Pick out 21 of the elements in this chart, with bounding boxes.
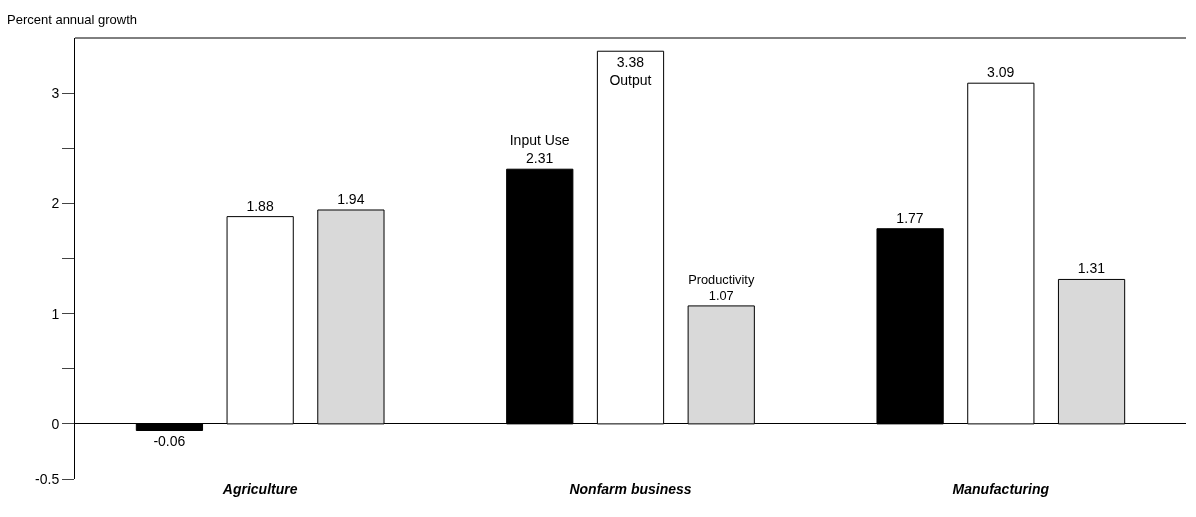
y-tick-label: 0 xyxy=(51,415,60,432)
x-tick-label: Agriculture xyxy=(221,481,298,497)
data-label: 3.09 xyxy=(987,64,1015,81)
data-label: 2.31 xyxy=(526,150,554,167)
series-label: Productivity xyxy=(688,271,755,287)
y-tick-label: 3 xyxy=(51,85,60,102)
data-label: 1.31 xyxy=(1077,260,1106,277)
series-label: Input Use xyxy=(509,132,570,148)
y-tick-label: 1 xyxy=(51,305,60,322)
data-label: 1.88 xyxy=(246,197,274,214)
data-label: 1.77 xyxy=(896,209,924,226)
x-tick-label: Nonfarm business xyxy=(569,481,692,497)
y-tick-label: -0.5 xyxy=(35,470,60,487)
data-label: -0.06 xyxy=(153,433,186,450)
y-tick-label: 2 xyxy=(51,195,60,212)
series-label: Output xyxy=(609,72,652,89)
y-axis-title: Percent annual growth xyxy=(7,12,138,27)
data-label: 1.94 xyxy=(337,190,365,207)
data-label: 1.07 xyxy=(708,288,734,304)
data-label: 3.38 xyxy=(616,54,645,71)
x-tick-label: Manufacturing xyxy=(952,481,1050,497)
